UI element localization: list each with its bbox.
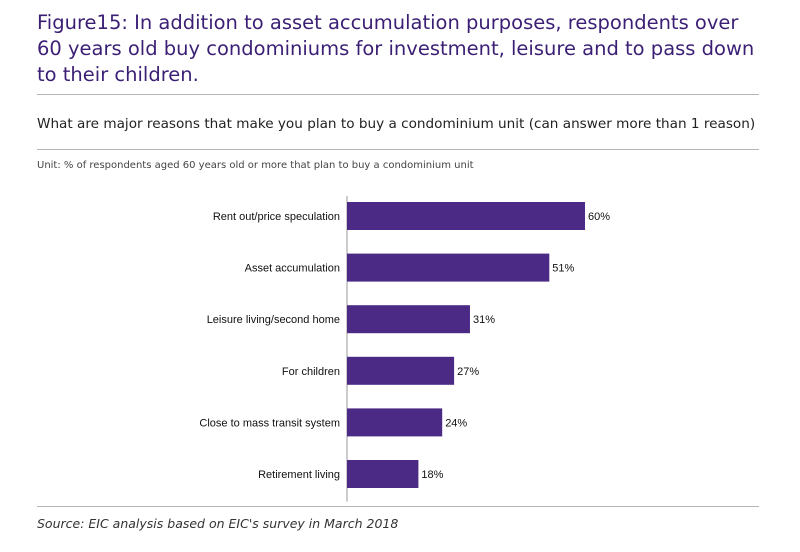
category-label: Rent out/price speculation (213, 211, 340, 223)
bar-group: Rent out/price speculation 60% Asset accum… (199, 202, 610, 488)
unit-note: Unit: % of respondents aged 60 years old… (37, 160, 474, 171)
category-label: Leisure living/second home (207, 314, 340, 326)
bar-1 (347, 253, 550, 282)
bar-4 (347, 408, 443, 437)
category-label: Close to mass transit system (199, 417, 340, 429)
figure-subtitle: What are major reasons that make you pla… (37, 116, 756, 132)
figure-title: Figure15: In addition to asset accumulat… (37, 11, 755, 86)
category-label: For children (282, 366, 340, 378)
category-label: Retirement living (258, 469, 340, 481)
value-label: 18% (421, 469, 443, 481)
subtitle-divider (37, 149, 759, 150)
bar-3 (347, 356, 455, 385)
value-label: 24% (445, 417, 467, 429)
bar-2 (347, 305, 470, 334)
value-label: 31% (473, 314, 495, 326)
category-label: Asset accumulation (245, 263, 340, 275)
bar-0 (347, 202, 585, 230)
value-label: 27% (457, 366, 479, 378)
value-label: 60% (588, 211, 610, 223)
source-note: Source: EIC analysis based on EIC's surv… (37, 516, 399, 531)
value-label: 51% (552, 263, 574, 275)
bar-5 (347, 460, 419, 488)
source-divider (37, 506, 759, 507)
title-divider (37, 94, 759, 95)
